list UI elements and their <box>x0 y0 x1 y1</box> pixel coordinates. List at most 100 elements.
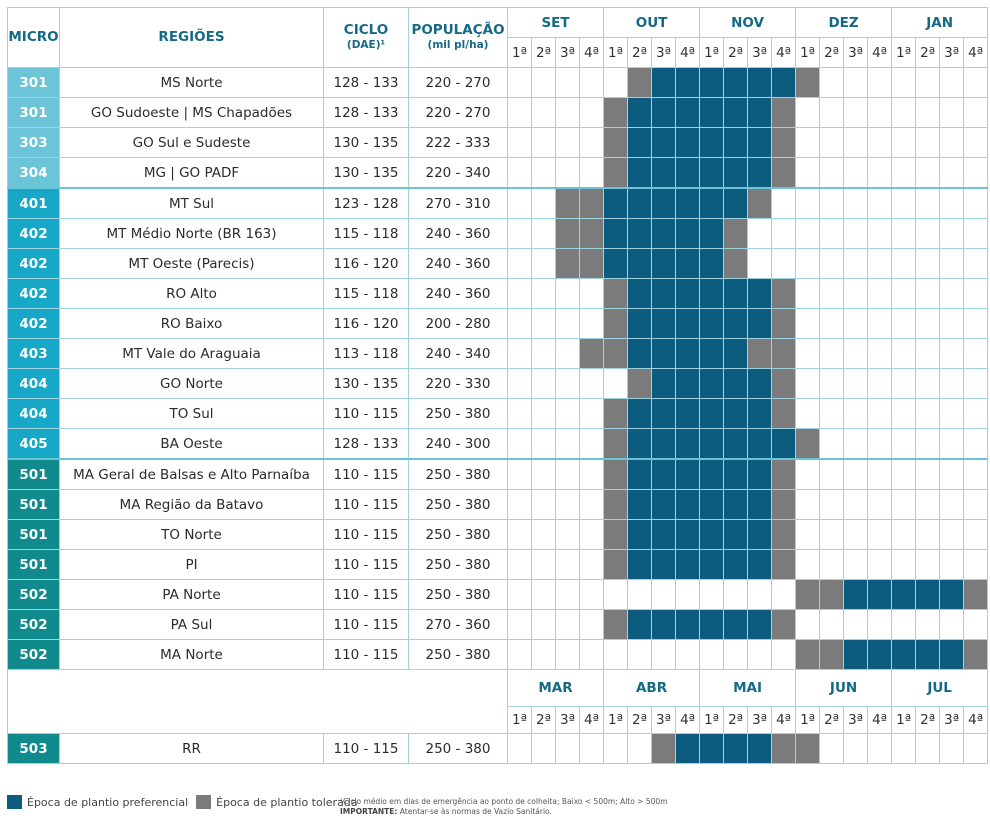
period-preferencial <box>651 308 677 339</box>
period-empty <box>963 549 989 580</box>
period-empty <box>915 248 941 279</box>
period-preferencial <box>723 458 749 490</box>
month-header: ABR <box>603 669 701 707</box>
period-preferencial <box>651 218 677 249</box>
region-name: MT Médio Norte (BR 163) <box>59 218 324 249</box>
period-empty <box>867 97 893 128</box>
period-empty <box>555 428 580 460</box>
period-empty <box>531 519 556 550</box>
period-empty <box>963 338 989 369</box>
period-preferencial <box>843 639 869 670</box>
period-empty <box>867 489 893 520</box>
period-empty <box>555 609 580 640</box>
period-tolerada <box>723 218 749 249</box>
week-header: 2ª <box>819 37 845 68</box>
period-empty <box>939 549 965 580</box>
spacer-cell <box>7 669 508 734</box>
micro-code: 301 <box>7 67 60 98</box>
population-range: 270 - 360 <box>408 609 508 640</box>
period-empty <box>939 398 965 429</box>
period-tolerada <box>795 579 821 610</box>
period-empty <box>531 338 556 369</box>
period-empty <box>891 338 917 369</box>
period-preferencial <box>771 428 797 460</box>
period-empty <box>795 308 821 339</box>
week-header: 1ª <box>891 706 917 734</box>
table-row: 502 PA Norte 110 - 115 250 - 380 <box>7 579 989 610</box>
legend-preferencial-label: Época de plantio preferencial <box>27 795 189 809</box>
period-empty <box>915 398 941 429</box>
period-empty <box>939 218 965 249</box>
period-empty <box>771 187 797 219</box>
week-header: 3ª <box>747 706 773 734</box>
period-empty <box>747 248 773 279</box>
cycle-range: 110 - 115 <box>323 398 409 429</box>
micro-code: 404 <box>7 368 60 399</box>
period-preferencial <box>675 67 701 98</box>
period-empty <box>531 218 556 249</box>
period-preferencial <box>699 278 725 309</box>
period-preferencial <box>603 218 629 249</box>
period-empty <box>771 579 797 610</box>
period-tolerada <box>603 127 629 158</box>
period-tolerada <box>747 338 773 369</box>
region-name: GO Sudoeste | MS Chapadões <box>59 97 324 128</box>
week-header-row-2: 1ª 2ª 3ª 4ª 1ª 2ª 3ª 4ª 1ª 2ª 3ª 4ª 1ª 2ª 3ª 4ª 1ª 2ª 3ª 4ª <box>8 706 989 734</box>
period-empty <box>795 549 821 580</box>
period-preferencial <box>723 127 749 158</box>
period-empty <box>963 278 989 309</box>
period-empty <box>891 489 917 520</box>
period-empty <box>891 398 917 429</box>
period-empty <box>963 609 989 640</box>
cycle-range: 110 - 115 <box>323 458 409 490</box>
period-empty <box>603 67 629 98</box>
period-empty <box>939 248 965 279</box>
period-tolerada <box>819 639 845 670</box>
period-preferencial <box>651 187 677 219</box>
period-empty <box>795 458 821 490</box>
period-preferencial <box>675 187 701 219</box>
period-empty <box>555 639 580 670</box>
table-row: 502 PA Sul 110 - 115 270 - 360 <box>7 609 989 640</box>
period-preferencial <box>675 308 701 339</box>
period-empty <box>867 248 893 279</box>
period-tolerada <box>771 278 797 309</box>
period-empty <box>795 519 821 550</box>
period-preferencial <box>627 308 653 339</box>
period-preferencial <box>651 549 677 580</box>
period-empty <box>531 579 556 610</box>
population-range: 240 - 340 <box>408 338 508 369</box>
period-preferencial <box>723 67 749 98</box>
period-preferencial <box>651 248 677 279</box>
header-populacao: POPULAÇÃO (mil pl/ha) <box>408 7 508 68</box>
week-header: 3ª <box>651 37 677 68</box>
micro-code: 502 <box>7 639 60 670</box>
period-tolerada <box>651 733 677 764</box>
period-empty <box>915 489 941 520</box>
period-empty <box>891 733 917 764</box>
period-empty <box>819 248 845 279</box>
period-empty <box>915 368 941 399</box>
period-empty <box>891 248 917 279</box>
period-tolerada <box>771 398 797 429</box>
table-row: 405 BA Oeste 128 - 133 240 - 300 <box>7 428 989 460</box>
period-empty <box>507 489 532 520</box>
period-empty <box>771 218 797 249</box>
planting-calendar-table: MICRO REGIÕES CICLO (DAE)¹ POPULAÇÃO (mil … <box>7 7 989 764</box>
cycle-range: 113 - 118 <box>323 338 409 369</box>
week-header: 2ª <box>531 37 556 68</box>
table-row: 404 TO Sul 110 - 115 250 - 380 <box>7 398 989 429</box>
table-row: 503 RR 110 - 115 250 - 380 <box>7 733 989 764</box>
period-preferencial <box>651 398 677 429</box>
table-row: 402 RO Baixo 116 - 120 200 - 280 <box>7 308 989 339</box>
period-empty <box>843 187 869 219</box>
period-tolerada <box>578 248 605 279</box>
period-empty <box>819 609 845 640</box>
population-range: 220 - 270 <box>408 97 508 128</box>
period-empty <box>531 489 556 520</box>
period-empty <box>891 428 917 460</box>
period-empty <box>939 428 965 460</box>
table-row: 501 PI 110 - 115 250 - 380 <box>7 549 989 580</box>
period-tolerada <box>603 458 629 490</box>
period-empty <box>507 67 532 98</box>
